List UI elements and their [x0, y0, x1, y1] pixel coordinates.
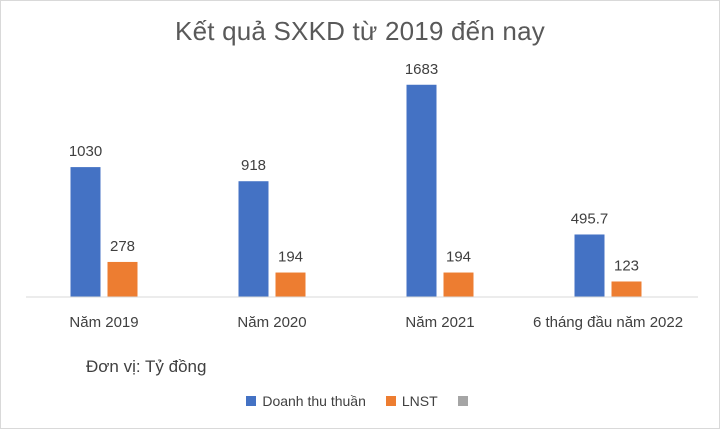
bar-profit-3 — [611, 281, 642, 297]
chart-title: Kết quả SXKD từ 2019 đến nay — [175, 16, 545, 46]
legend-item-profit: LNST — [385, 393, 438, 409]
data-label-profit-1: 194 — [278, 249, 303, 266]
data-label-profit-2: 194 — [446, 249, 471, 266]
legend-swatch-third — [457, 396, 468, 406]
bar-profit-0 — [107, 261, 138, 297]
bar-profit-1 — [275, 272, 306, 297]
legend-swatch-revenue — [246, 396, 257, 406]
legend-item-third — [457, 396, 474, 406]
legend-label-revenue: Doanh thu thuần — [262, 393, 366, 409]
unit-note: Đơn vị: Tỷ đồng — [86, 357, 207, 376]
legend: Doanh thu thuần LNST — [0, 393, 720, 409]
data-label-revenue-1: 918 — [241, 157, 266, 174]
category-label-0: Năm 2019 — [69, 314, 138, 331]
data-label-revenue-3: 495.7 — [571, 210, 609, 227]
legend-item-revenue: Doanh thu thuần — [246, 393, 366, 409]
data-label-profit-3: 123 — [614, 257, 639, 274]
data-label-revenue-0: 1030 — [69, 143, 102, 160]
data-label-revenue-2: 1683 — [405, 61, 438, 78]
legend-label-profit: LNST — [401, 393, 438, 409]
bar-revenue-0 — [70, 167, 101, 297]
category-label-2: Năm 2021 — [405, 314, 474, 331]
bar-profit-2 — [443, 272, 474, 297]
category-label-1: Năm 2020 — [237, 314, 306, 331]
data-label-profit-0: 278 — [110, 238, 135, 255]
category-label-3: 6 tháng đầu năm 2022 — [533, 314, 683, 331]
bar-revenue-2 — [406, 84, 437, 297]
bar-revenue-3 — [574, 234, 605, 297]
bar-chart: 1030 278 Năm 2019 918 194 Năm 2020 1683 194 Năm … — [26, 61, 698, 331]
bar-revenue-1 — [238, 181, 269, 297]
legend-swatch-profit — [385, 396, 396, 406]
